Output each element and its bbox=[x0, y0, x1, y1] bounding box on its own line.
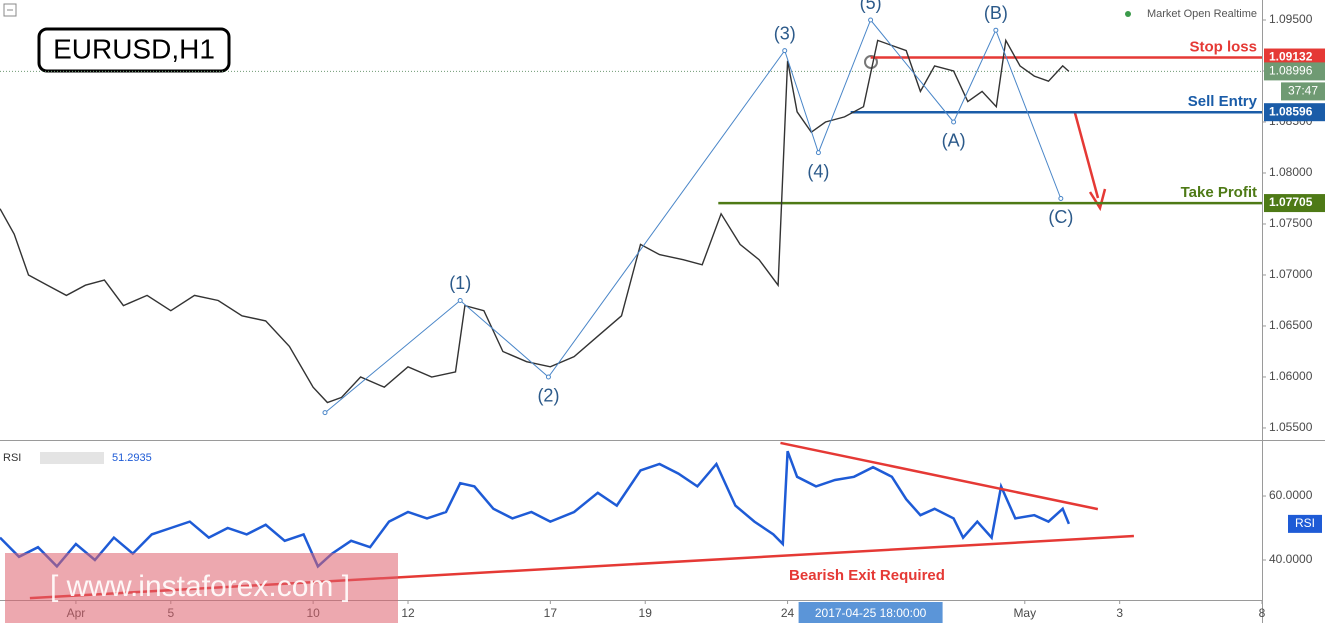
y-tick-label: 1.05500 bbox=[1269, 420, 1313, 434]
wave-point bbox=[782, 48, 788, 54]
x-tick-label: 24 bbox=[781, 606, 795, 620]
series-line bbox=[0, 450, 1071, 569]
y-tick-label: 1.07000 bbox=[1269, 267, 1313, 281]
watermark: [ www.instaforex.com ] bbox=[50, 570, 350, 603]
cursor-box bbox=[798, 602, 943, 623]
level-price-box bbox=[1264, 48, 1325, 67]
x-tick-label: 17 bbox=[544, 606, 558, 620]
indicator-name: RSI bbox=[3, 452, 21, 464]
status-dot bbox=[1125, 11, 1131, 17]
indicator-value: 51.2935 bbox=[112, 452, 152, 464]
countdown: 37:47 bbox=[1288, 84, 1318, 98]
x-tick-label: May bbox=[1013, 606, 1036, 620]
wave-point bbox=[545, 374, 551, 380]
x-tick-label: 12 bbox=[401, 606, 415, 620]
y-tick-label: 1.07500 bbox=[1269, 216, 1313, 230]
level-name: Take Profit bbox=[1181, 184, 1257, 201]
y-tick-label: 1.06000 bbox=[1269, 369, 1313, 383]
wave-label: (A) bbox=[942, 131, 966, 151]
wave-label: (1) bbox=[449, 273, 471, 293]
level-name: Sell Entry bbox=[1188, 93, 1258, 110]
last-price-box bbox=[1264, 62, 1325, 81]
watermark-box bbox=[5, 553, 398, 623]
market-status: Market Open Realtime bbox=[1147, 8, 1257, 20]
symbol-badge-box bbox=[37, 27, 231, 73]
indicator-controls bbox=[40, 452, 104, 464]
y-tick-label: 40.0000 bbox=[1269, 552, 1313, 566]
level-price: 1.09132 bbox=[1269, 50, 1313, 64]
wave-point bbox=[322, 410, 328, 416]
wave-point bbox=[868, 17, 874, 23]
wave-label: (2) bbox=[537, 386, 559, 406]
collapse-icon[interactable] bbox=[3, 3, 17, 17]
wave-point bbox=[993, 27, 999, 33]
annotation-bg bbox=[766, 566, 968, 586]
level-price-box bbox=[1264, 103, 1325, 122]
cursor-label: 2017-04-25 18:00:00 bbox=[815, 606, 927, 620]
wave-label: (B) bbox=[984, 3, 1008, 23]
y-tick-label: 1.06500 bbox=[1269, 318, 1313, 332]
wave-point bbox=[1058, 195, 1064, 201]
level-price-box bbox=[1264, 194, 1325, 213]
annotation: Bearish Exit Required bbox=[789, 567, 945, 584]
wave-label: (4) bbox=[807, 161, 829, 181]
indicator-axis-label: RSI bbox=[1295, 516, 1315, 530]
countdown-box bbox=[1281, 82, 1325, 101]
trade-arrow bbox=[1073, 112, 1100, 199]
trade-arrow-head bbox=[1088, 188, 1107, 212]
wave-label: (C) bbox=[1048, 207, 1073, 227]
wave-label: (5) bbox=[860, 0, 882, 13]
symbol-badge: EURUSD,H1 bbox=[53, 33, 215, 64]
x-tick-label: 19 bbox=[639, 606, 653, 620]
x-tick-label: 3 bbox=[1116, 606, 1123, 620]
indicator-axis-box bbox=[1288, 514, 1322, 533]
level-price: 1.08596 bbox=[1269, 104, 1313, 118]
level-price: 1.07705 bbox=[1269, 195, 1313, 209]
wave-point bbox=[457, 297, 463, 303]
last-price: 1.08996 bbox=[1269, 64, 1313, 78]
series-line bbox=[0, 38, 1070, 404]
y-tick-label: 60.0000 bbox=[1269, 488, 1313, 502]
y-tick-label: 1.08000 bbox=[1269, 165, 1313, 179]
level-name: Stop loss bbox=[1189, 38, 1257, 55]
trendline bbox=[780, 441, 1099, 511]
wave-point bbox=[815, 150, 821, 156]
y-tick-label: 1.09500 bbox=[1269, 12, 1313, 26]
wave-label: (3) bbox=[774, 23, 796, 43]
wave-point bbox=[951, 119, 957, 125]
x-tick-label: 8 bbox=[1259, 606, 1266, 620]
